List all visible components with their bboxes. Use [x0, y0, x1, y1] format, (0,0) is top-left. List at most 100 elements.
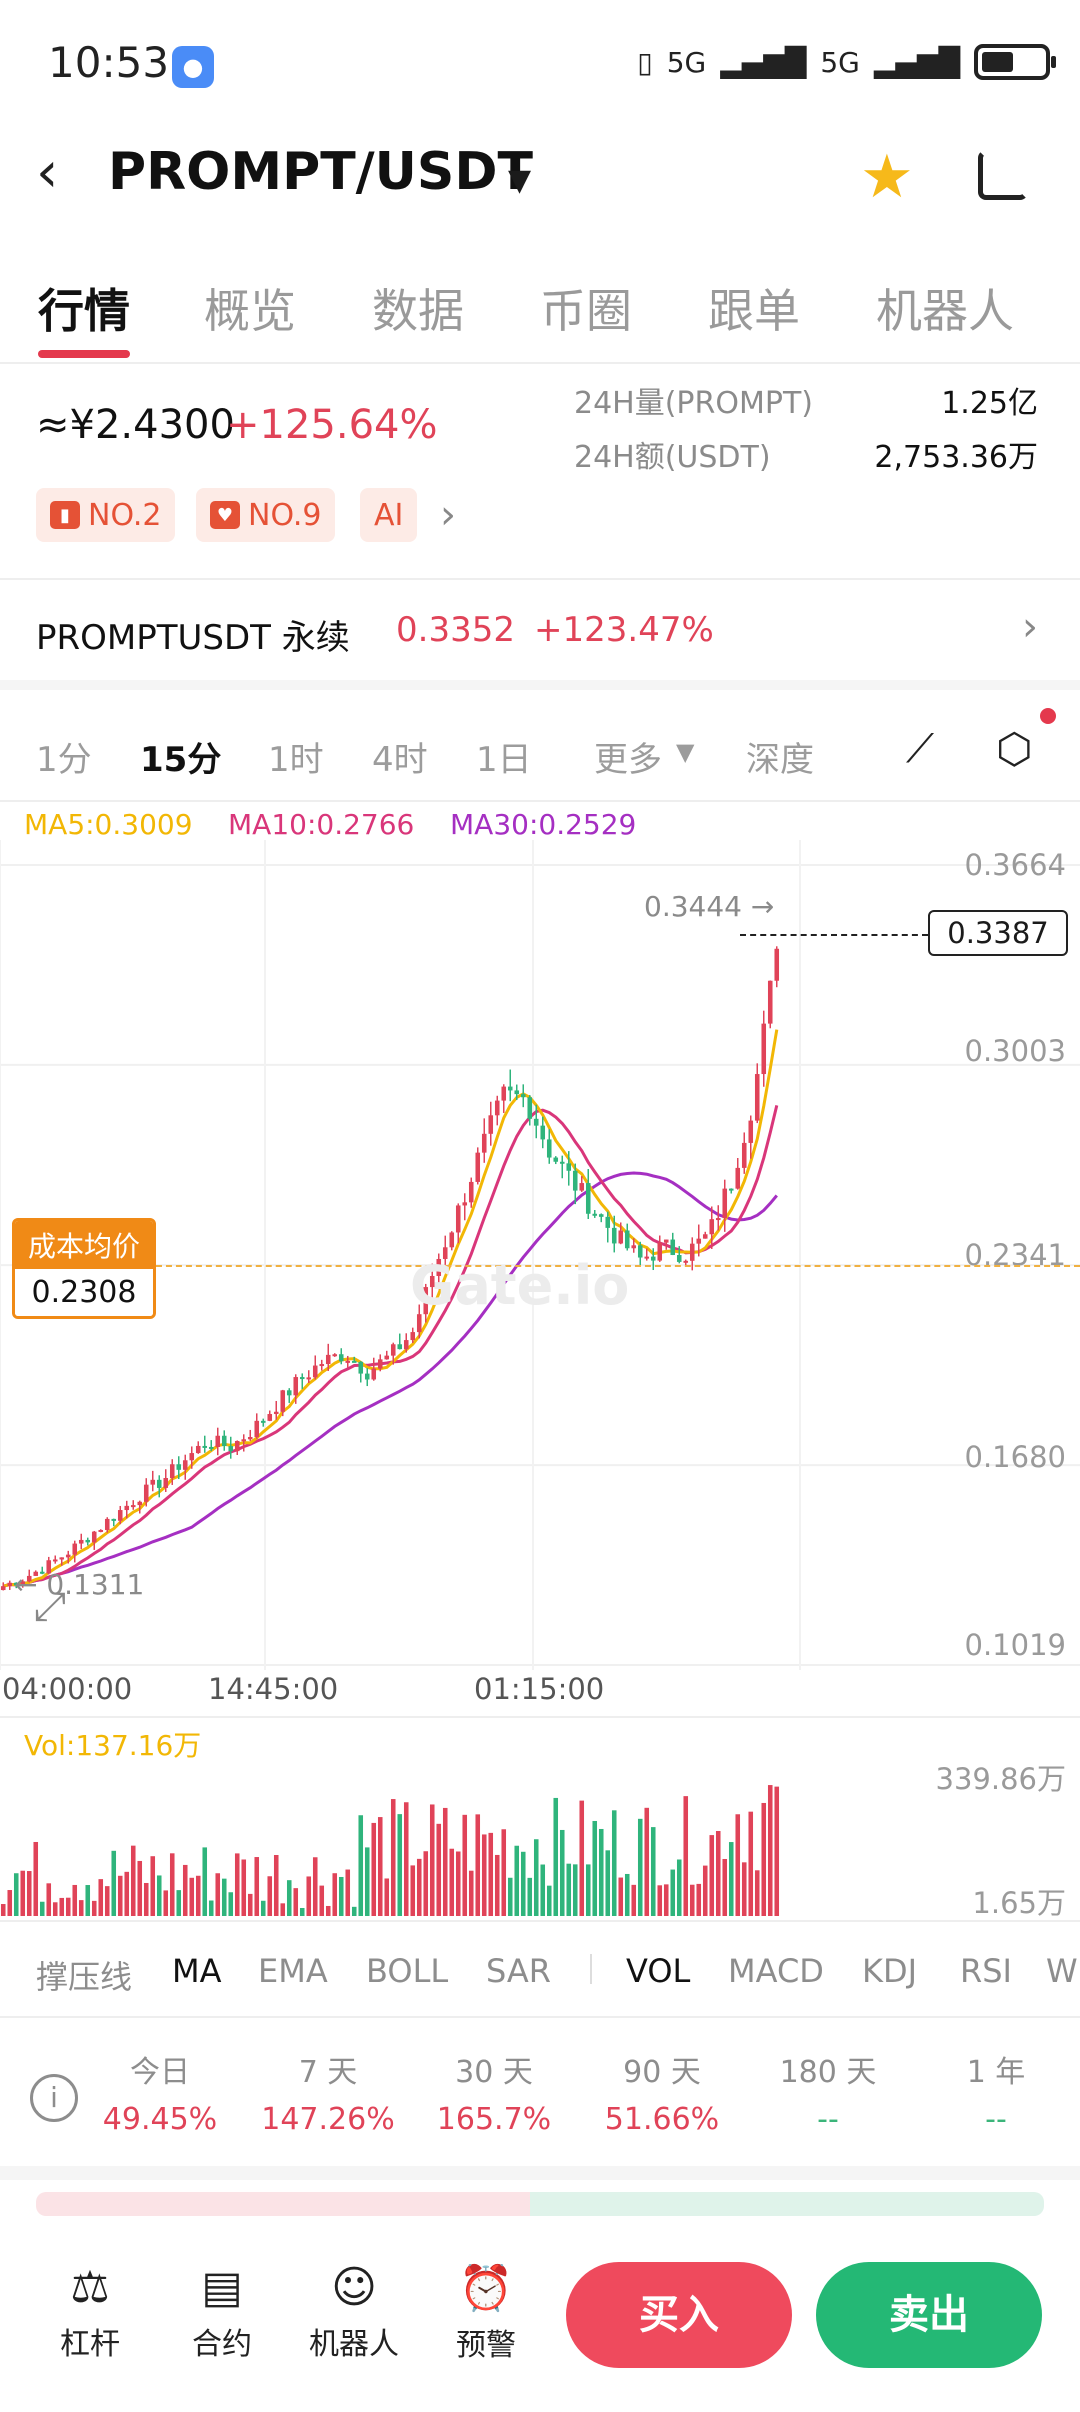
rank-badge-2[interactable]: ♥ NO.9 [196, 488, 336, 542]
volume-bar [390, 1799, 396, 1916]
ai-badge[interactable]: AI [360, 488, 418, 542]
clock: 10:53 [48, 38, 170, 87]
more-caret-icon[interactable]: ▼ [676, 738, 695, 766]
candle-body [429, 1275, 435, 1288]
caret-down-icon[interactable]: ▼ [508, 163, 532, 198]
candle-body [384, 1355, 390, 1360]
timeframe-4h[interactable]: 4时 [372, 740, 428, 780]
volume-bar [702, 1865, 708, 1916]
perpetual-name[interactable]: PROMPTUSDT 永续 [36, 618, 350, 658]
indicator-rsi[interactable]: RSI [960, 1952, 1012, 1990]
candle-body [410, 1332, 416, 1341]
indicator-boll[interactable]: BOLL [366, 1952, 449, 1990]
volume-bar [514, 1845, 520, 1916]
battery-icon [974, 44, 1056, 80]
indicator-sar[interactable]: SAR [486, 1952, 552, 1990]
tab-market[interactable]: 行情 [38, 284, 130, 338]
timeframe-1h[interactable]: 1时 [268, 740, 324, 780]
y-tick: 0.1019 [964, 1628, 1066, 1662]
timeframe-15m[interactable]: 15分 [140, 740, 222, 780]
nav-margin[interactable]: ⚖ 杠杆 [40, 2262, 140, 2363]
perf-period: 1 年 [966, 2055, 1026, 2090]
volume-bar [221, 1878, 227, 1916]
back-chevron-icon[interactable]: ‹ [36, 140, 59, 205]
rank-badge-label: NO.9 [248, 497, 322, 533]
info-icon[interactable]: i [30, 2074, 78, 2122]
price-change: +125.64% [226, 402, 438, 448]
candle-body [111, 1518, 117, 1521]
candle-body [65, 1554, 71, 1558]
share-icon[interactable] [978, 150, 1028, 200]
indicator-w[interactable]: W [1046, 1952, 1078, 1990]
volume-bar [273, 1855, 279, 1916]
rank-badge-1[interactable]: ▮ NO.2 [36, 488, 176, 542]
nav-alert[interactable]: ⏰ 预警 [436, 2262, 536, 2364]
cost-average-tag[interactable]: 成本均价 0.2308 [12, 1218, 156, 1319]
volume-bar [449, 1848, 455, 1916]
alarm-icon: ⏰ [458, 2263, 514, 2314]
tab-overview[interactable]: 概览 [204, 284, 296, 338]
cost-line [156, 1265, 1080, 1267]
nav-bot[interactable]: ☺ 机器人 [304, 2262, 404, 2363]
volume-bar [540, 1864, 546, 1916]
volume-bar [325, 1905, 331, 1916]
indicator-ma[interactable]: MA [172, 1952, 222, 1990]
candle-body [507, 1086, 513, 1091]
candle-body [26, 1575, 32, 1582]
candle-body [533, 1118, 539, 1126]
favorite-star-icon[interactable]: ★ [860, 142, 914, 212]
badges-more-chevron-icon[interactable]: › [440, 492, 456, 538]
candle-body [540, 1125, 546, 1140]
buy-button[interactable]: 买入 [566, 2262, 792, 2368]
nav-futures[interactable]: ▤ 合约 [172, 2262, 272, 2363]
fullscreen-icon[interactable]: ⤢ [34, 1584, 66, 1630]
candle-body [59, 1557, 65, 1560]
section-separator [0, 680, 1080, 690]
volume-bar [774, 1786, 780, 1916]
candlestick-chart[interactable] [0, 840, 1080, 1670]
pair-selector[interactable]: PROMPT/USDT [108, 142, 533, 202]
candle-body [377, 1359, 383, 1369]
volume-chart [0, 1785, 780, 1916]
ma30-line [2, 1171, 778, 1588]
tab-community[interactable]: 币圈 [540, 284, 632, 338]
candle-body [163, 1478, 169, 1488]
indicator-ema[interactable]: EMA [258, 1952, 328, 1990]
candle-body [91, 1531, 97, 1543]
tab-bot[interactable]: 机器人 [876, 284, 1014, 338]
timeframe-1m[interactable]: 1分 [36, 740, 92, 780]
last-price-box: 0.3387 [928, 910, 1068, 956]
candle-body [117, 1510, 123, 1521]
signal-5g-2: 5G [820, 45, 860, 79]
candle-body [299, 1377, 305, 1380]
nav-label: 杠杆 [60, 2327, 120, 2362]
indicator-kdj[interactable]: KDJ [862, 1952, 918, 1990]
indicator-macd[interactable]: MACD [728, 1952, 824, 1990]
volume-bar [59, 1897, 65, 1916]
settings-icon[interactable]: ⬡ [996, 724, 1033, 773]
candle-body [722, 1188, 728, 1219]
candle-body [20, 1581, 26, 1586]
timeframe-more[interactable]: 更多 [594, 740, 662, 780]
divider [0, 1716, 1080, 1718]
sell-button[interactable]: 卖出 [816, 2262, 1042, 2368]
ma30-label: MA30:0.2529 [450, 808, 637, 841]
depth-tab[interactable]: 深度 [746, 740, 814, 780]
indicator-support[interactable]: 撑压线 [36, 1958, 133, 1996]
candle-body [598, 1214, 604, 1217]
candle-body [611, 1227, 617, 1244]
candle-body [501, 1086, 507, 1101]
tab-copy-trade[interactable]: 跟单 [708, 284, 800, 338]
volume-bar [384, 1878, 390, 1916]
candle-body [481, 1133, 487, 1153]
timeframe-1d[interactable]: 1日 [476, 740, 532, 780]
indicator-chart-icon[interactable]: ⟋ [906, 726, 934, 772]
tab-data[interactable]: 数据 [372, 284, 464, 338]
candle-body [455, 1205, 461, 1233]
perf-period: 30 天 [455, 2055, 533, 2090]
indicator-vol[interactable]: VOL [626, 1952, 691, 1990]
perpetual-chevron-icon[interactable]: › [1022, 604, 1038, 650]
candle-body [514, 1090, 520, 1095]
candle-body [637, 1245, 643, 1258]
volume-bar [377, 1817, 383, 1916]
